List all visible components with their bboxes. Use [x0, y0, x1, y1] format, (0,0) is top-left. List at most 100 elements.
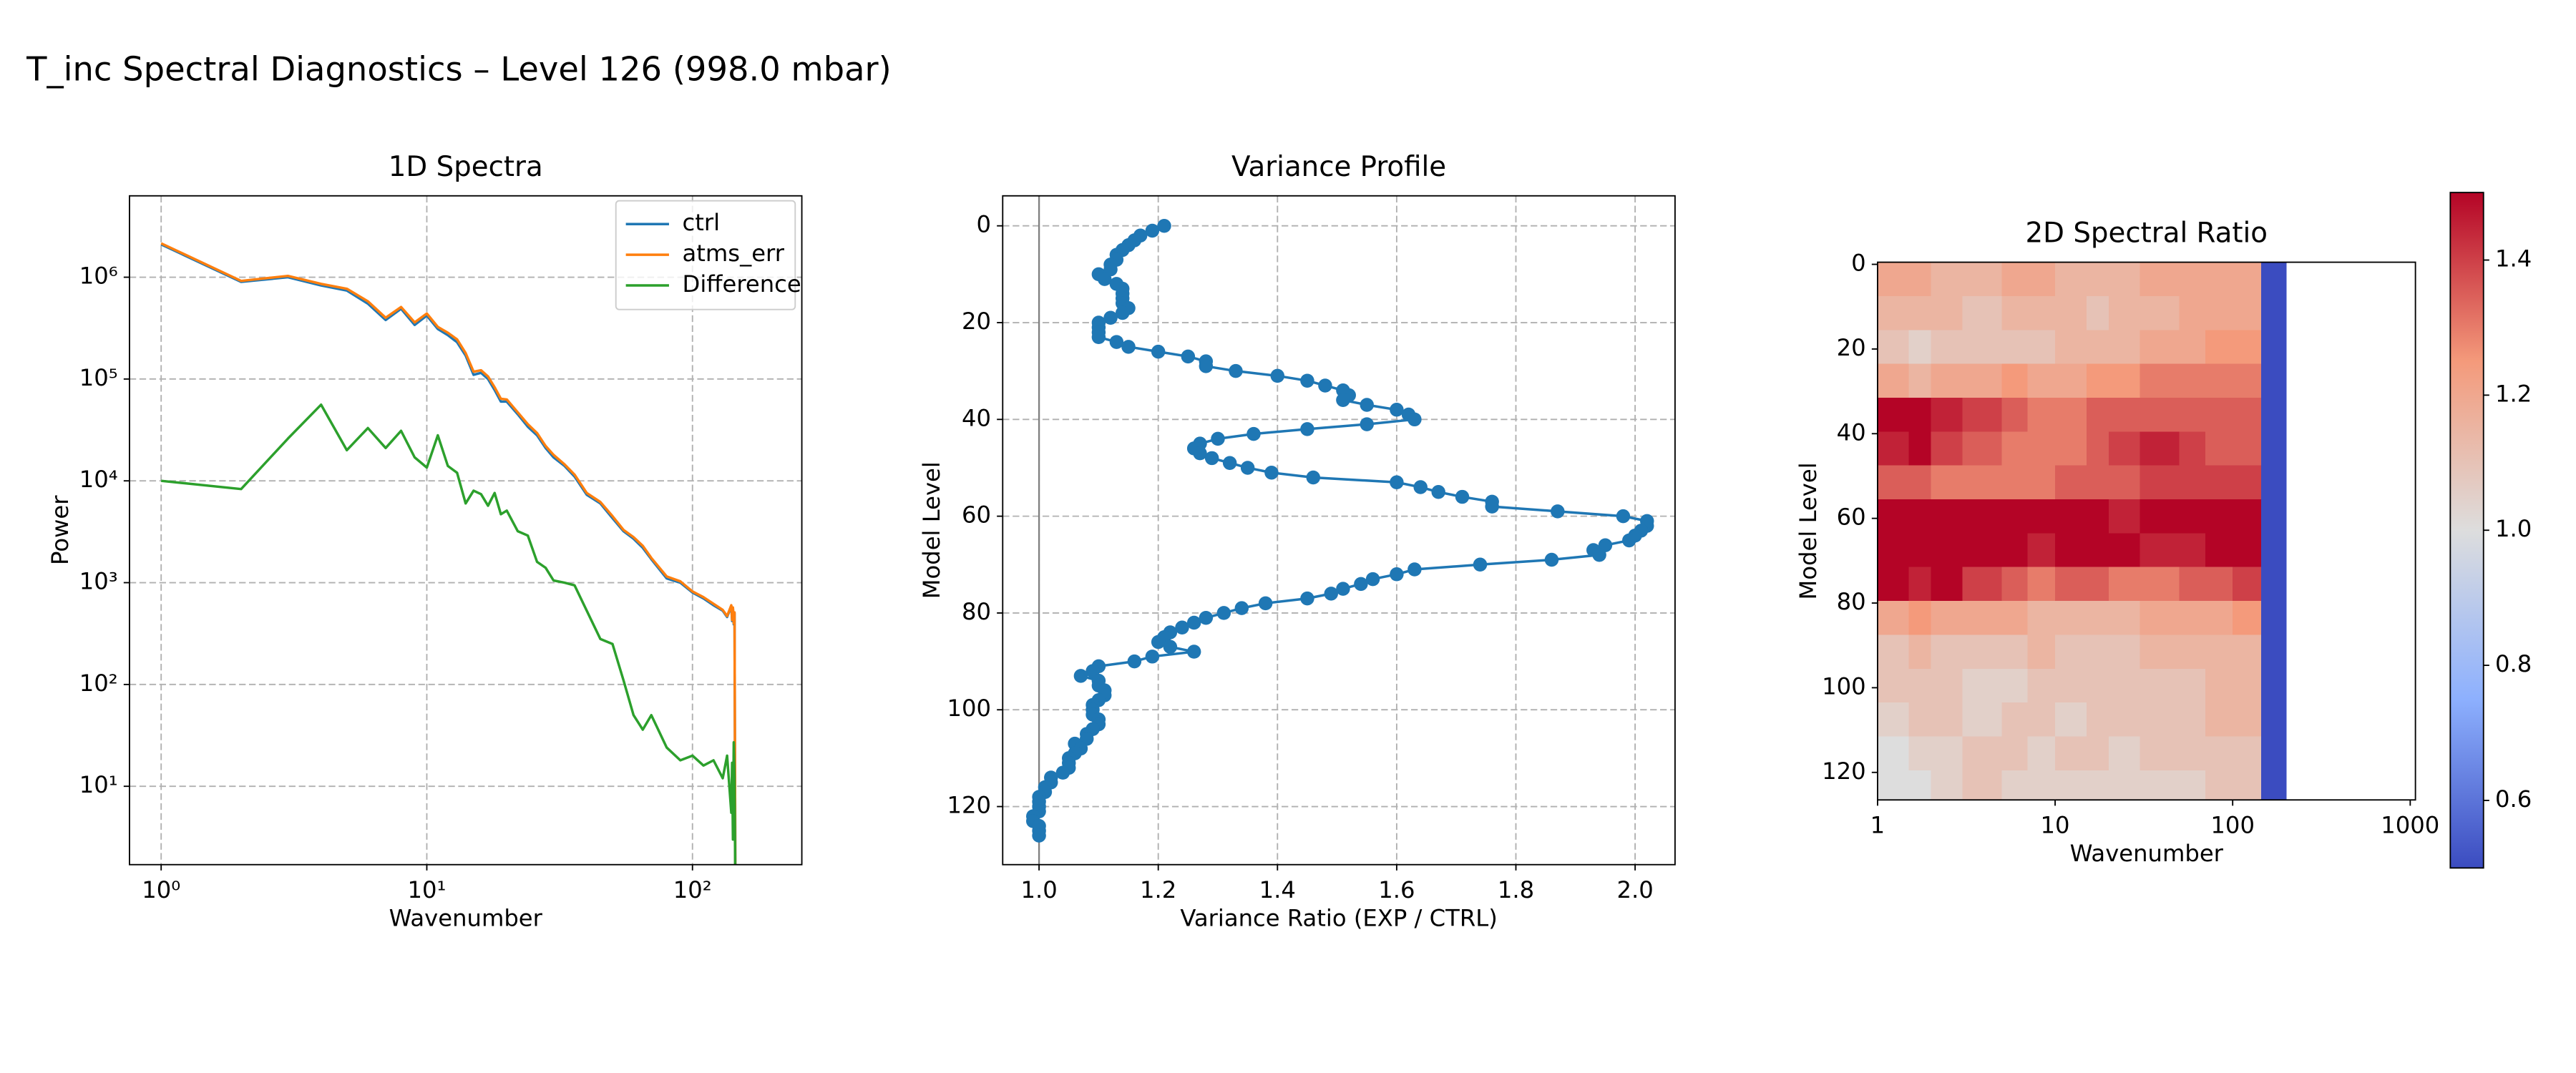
marker: [1336, 582, 1350, 596]
heatmap-cell: [2001, 770, 2029, 800]
heatmap-cell: [2027, 668, 2056, 703]
y-tick-label: 20: [1837, 334, 1866, 361]
marker: [1193, 446, 1207, 461]
heatmap-cell: [2261, 499, 2287, 534]
heatmap-cell: [2261, 770, 2287, 800]
heatmap-cell: [2205, 431, 2233, 466]
heatmap-cell: [2140, 601, 2180, 636]
heatmap-cell: [2055, 295, 2087, 330]
heatmap-cell: [1908, 736, 1932, 771]
heatmap-cell: [2027, 295, 2056, 330]
heatmap-cell: [1931, 567, 1963, 602]
heatmap-cell: [2179, 363, 2206, 398]
heatmap-cell: [2140, 363, 2180, 398]
heatmap-cell: [1877, 567, 1910, 602]
heatmap-cell: [2001, 397, 2029, 433]
heatmap-cell: [2233, 499, 2262, 534]
heatmap-cell: [1908, 668, 1932, 703]
x-tick-label: 1.2: [1140, 876, 1176, 903]
heatmap-cell: [2233, 567, 2262, 602]
heatmap-cell: [2055, 702, 2087, 738]
heatmap-cell: [2055, 465, 2087, 500]
heatmap-cell: [2027, 736, 2056, 771]
heatmap-cell: [2055, 770, 2087, 800]
marker: [1324, 587, 1339, 601]
axes-title: 1D Spectra: [389, 151, 543, 183]
series-line: [161, 403, 737, 865]
x-tick-label: 10: [2041, 811, 2070, 838]
heatmap-cell: [2001, 295, 2029, 330]
marker: [1431, 485, 1445, 499]
y-tick-label: 100: [1822, 672, 1866, 700]
heatmap-cell: [2233, 635, 2262, 670]
axes-frame: [129, 195, 803, 866]
heatmap-cell: [1931, 601, 1963, 636]
marker: [1121, 340, 1136, 354]
heatmap-cell: [1908, 601, 1932, 636]
heatmap-cell: [1931, 702, 1963, 738]
y-tick-label: 80: [1837, 588, 1866, 615]
heatmap-cell: [2027, 702, 2056, 738]
heatmap-cell: [2086, 295, 2109, 330]
heatmap-cell: [2108, 431, 2141, 466]
marker: [1216, 606, 1231, 620]
x-tick-label: 10¹: [407, 876, 446, 903]
heatmap-cell: [2205, 397, 2233, 433]
heatmap-cell: [2179, 330, 2206, 365]
heatmap-cell: [2140, 465, 2180, 500]
marker: [1211, 431, 1225, 446]
heatmap-cell: [2108, 295, 2141, 330]
plot-area: [1877, 262, 2287, 800]
x-tick-label: 1.4: [1259, 876, 1296, 903]
heatmap-cell: [2205, 601, 2233, 636]
marker: [1229, 363, 1243, 378]
heatmap-cell: [2108, 770, 2141, 800]
heatmap-cell: [2001, 736, 2029, 771]
marker: [1097, 272, 1112, 286]
heatmap-cell: [1877, 465, 1910, 500]
heatmap-cell: [2055, 601, 2087, 636]
heatmap-cell: [1962, 295, 2003, 330]
heatmap-cell: [2233, 330, 2262, 365]
heatmap-cell: [2233, 465, 2262, 500]
heatmap-cell: [1962, 499, 2003, 534]
heatmap-cell: [1877, 533, 1910, 568]
heatmap-cell: [2108, 363, 2141, 398]
heatmap-cell: [2261, 533, 2287, 568]
heatmap-cell: [2055, 262, 2087, 297]
marker: [1240, 461, 1255, 475]
heatmap-cell: [1908, 431, 1932, 466]
marker: [1234, 601, 1249, 615]
marker: [1032, 828, 1046, 843]
heatmap-cell: [2233, 601, 2262, 636]
marker: [1360, 417, 1374, 431]
y-axis-label: Model Level: [918, 461, 945, 599]
y-tick-label: 0: [977, 211, 992, 238]
heatmap-cell: [2055, 736, 2087, 771]
legend-label: Difference: [683, 270, 801, 298]
heatmap-cell: [2261, 431, 2287, 466]
x-tick-label: 10⁰: [142, 876, 180, 903]
heatmap-cell: [2205, 770, 2233, 800]
heatmap-cell: [1931, 668, 1963, 703]
heatmap-cell: [1962, 465, 2003, 500]
heatmap-cell: [1931, 736, 1963, 771]
heatmap-cell: [1908, 499, 1932, 534]
heatmap-cell: [1962, 330, 2003, 365]
heatmap-cell: [2055, 397, 2087, 433]
marker: [1199, 359, 1214, 373]
heatmap-cell: [2086, 533, 2109, 568]
marker: [1390, 403, 1404, 417]
heatmap-cell: [1962, 397, 2003, 433]
heatmap-cell: [2233, 363, 2262, 398]
heatmap-cell: [1931, 330, 1963, 365]
heatmap-cell: [2086, 736, 2109, 771]
heatmap-cell: [1931, 770, 1963, 800]
heatmap-cell: [2140, 736, 2180, 771]
x-axis-label: Wavenumber: [389, 905, 543, 932]
axes-title: 2D Spectral Ratio: [2026, 217, 2268, 250]
heatmap-cell: [1877, 770, 1910, 800]
heatmap-cell: [2108, 601, 2141, 636]
heatmap-cell: [2205, 330, 2233, 365]
